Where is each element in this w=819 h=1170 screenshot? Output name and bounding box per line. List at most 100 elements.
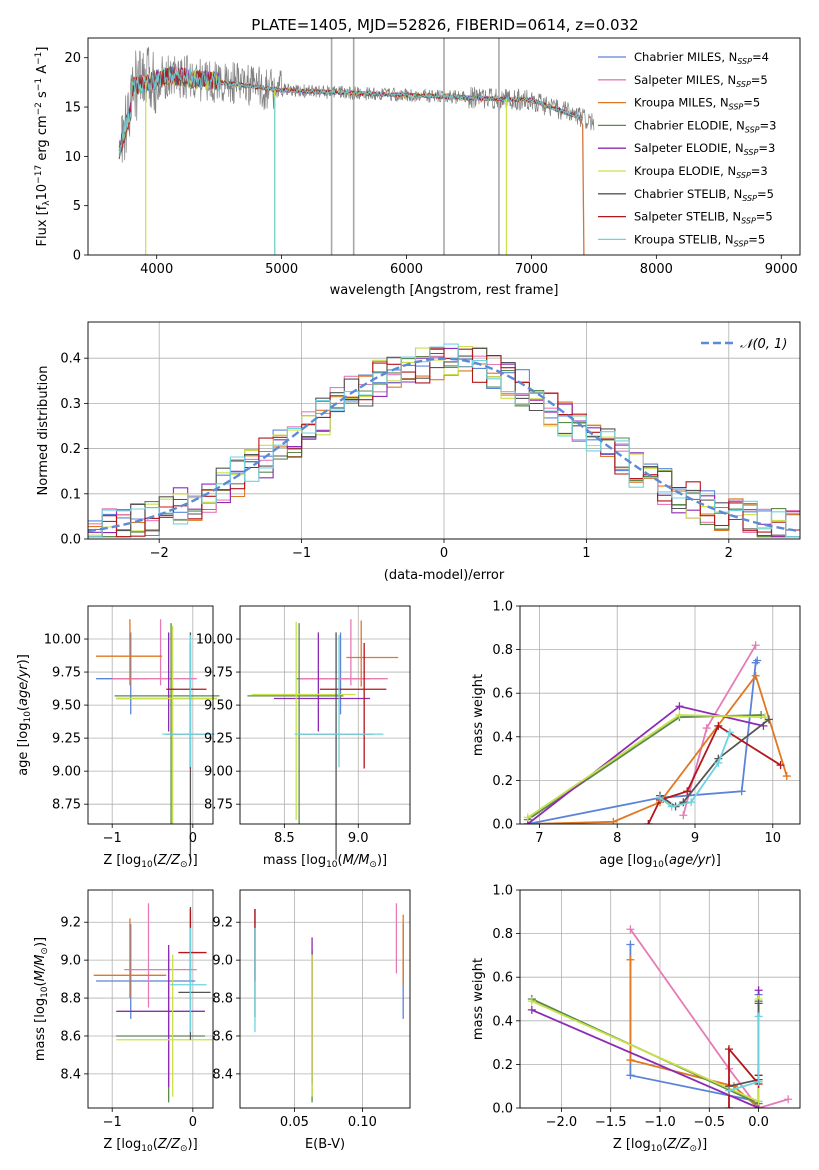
series-chabrier_elodie — [523, 711, 766, 824]
spectrum-ylabel-part: erg cm — [35, 115, 50, 164]
point-chabrier_stelib — [299, 632, 374, 860]
series-marker — [754, 986, 763, 995]
y-tick-label: 15 — [64, 101, 81, 116]
series-marker — [626, 940, 635, 949]
series-salpeter_stelib — [644, 721, 785, 824]
age-vs-z-xlabel-part: Z [log — [103, 853, 141, 868]
series-marker — [754, 1097, 763, 1106]
y-tick-label: 8.8 — [60, 992, 81, 1007]
histogram-plot-area — [88, 343, 800, 538]
legend-label-salpeter_elodie-part: SSP — [744, 148, 759, 157]
axes-frame — [87, 37, 801, 256]
legend-label-chabrier_stelib-part: Chabrier STELIB, N — [634, 187, 742, 201]
legend-label-kroupa_stelib: Kroupa STELIB, NSSP=5 — [634, 232, 765, 248]
x-tick-label: −2.0 — [546, 1115, 578, 1130]
age-vs-z-xlabel-part: 10 — [141, 860, 153, 870]
series-chabrier_stelib — [725, 999, 763, 1091]
x-tick-label: −1.0 — [644, 1115, 676, 1130]
series-line — [629, 944, 760, 1103]
y-tick-label: 9.2 — [212, 916, 233, 931]
series-marker — [737, 787, 746, 796]
x-tick-label: 0.0 — [748, 1115, 769, 1130]
mass-weight-vs-age-xlabel: age [log10(age/yr)] — [599, 853, 721, 870]
x-tick-label: 9 — [691, 831, 699, 846]
y-tick-label: 0.0 — [492, 818, 513, 833]
x-tick-label: 8 — [613, 831, 621, 846]
mass_vs_Z-panel: −1 08.48.68.89.09.2Z [log10(Z/Z⊙)]mass [l… — [33, 889, 214, 1154]
mass-weight-vs-z-xlabel-part: Z [log — [613, 1137, 651, 1152]
spectrum-xlabel: wavelength [Angstrom, rest frame] — [330, 283, 559, 298]
series-marker — [667, 802, 676, 811]
spectrum-model-cutoff — [578, 118, 585, 255]
spectrum-ylabel-part: A — [35, 65, 50, 78]
age-vs-z-xlabel: Z [log10(Z/Z⊙)] — [103, 853, 197, 870]
x-tick-label: 8.5 — [274, 831, 295, 846]
x-tick-label: 0.10 — [348, 1115, 377, 1130]
point-chabrier_miles — [96, 924, 196, 1019]
mass-vs-z-ylabel: mass [log10(M/M⊙)] — [33, 937, 50, 1061]
mass-vs-z-xlabel: Z [log10(Z/Z⊙)] — [103, 1137, 197, 1154]
legend-label-chabrier_miles-part: SSP — [737, 57, 752, 66]
y-tick-label: 9.75 — [52, 666, 81, 681]
series-line — [531, 990, 760, 1108]
age-vs-z-xlabel-part: Z/Z — [157, 853, 181, 868]
histogram-ylabel: Normed distribution — [36, 366, 51, 496]
point-kroupa_elodie — [116, 954, 213, 1097]
x-tick-label: 0 — [189, 831, 197, 846]
spectrum-ylabel-part: Flux [f — [35, 205, 50, 246]
x-tick-label: 7 — [535, 831, 543, 846]
series-marker — [753, 656, 762, 665]
x-tick-label: −1 — [103, 1115, 122, 1130]
y-tick-label: 0.8 — [492, 927, 513, 942]
mass-vs-z-ylabel-part: mass [log — [33, 998, 48, 1061]
point-chabrier_miles — [96, 632, 147, 715]
y-tick-label: 9.25 — [52, 732, 81, 747]
x-tick-label: 9000 — [765, 262, 798, 277]
spectrum-ylabel-part: −1 — [34, 78, 44, 91]
histogram-legend-label: 𝒩(0, 1) — [740, 337, 787, 352]
mass_weight_vs_age-panel: 7 8 9 10 0.0 0.2 0.4 0.6 0.8 1.0 mass weight age [l… — [471, 600, 801, 870]
point-chabrier_elodie — [114, 623, 220, 824]
series-marker — [714, 721, 723, 730]
series-marker — [626, 955, 635, 964]
legend-label-salpeter_stelib-part: =5 — [756, 210, 773, 224]
series-salpeter_miles — [679, 641, 760, 820]
legend-label-salpeter_miles-part: =5 — [751, 73, 768, 87]
series-marker — [626, 1071, 635, 1080]
mass_weight_vs_age-plot-area — [523, 641, 791, 824]
x-tick-label: 9.0 — [348, 831, 369, 846]
y-tick-label: 9.25 — [204, 732, 233, 747]
mass-weight-vs-age-xlabel-part: age/yr — [669, 853, 712, 868]
y-tick-label: 0.0 — [492, 1102, 513, 1117]
mass-vs-z-xlabel-part: ( — [153, 1137, 158, 1152]
mass-vs-z-ylabel-part: 10 — [40, 986, 50, 998]
panels-layer: 4000 5000 6000 7000 8000 900005101520waveleng… — [16, 37, 801, 1154]
x-tick-label: −2 — [150, 546, 169, 561]
series-marker — [527, 1005, 536, 1014]
age-vs-mass-xlabel-part: 10 — [326, 860, 338, 870]
legend-label-kroupa_miles-part: SSP — [729, 103, 744, 112]
series-kroupa_elodie — [523, 711, 769, 822]
y-tick-label: 8.75 — [204, 798, 233, 813]
series-marker — [782, 772, 791, 781]
y-tick-label: 0.2 — [492, 774, 513, 789]
normal-curve — [88, 357, 800, 533]
age-vs-z-xlabel-part: )] — [188, 853, 198, 868]
point-salpeter_miles — [124, 903, 197, 1008]
mass-vs-z-xlabel-part: Z/Z — [157, 1137, 181, 1152]
point-kroupa_stelib — [162, 635, 215, 768]
y-tick-label: 1.0 — [492, 884, 513, 899]
legend-label-kroupa_miles-part: Kroupa MILES, N — [634, 96, 729, 110]
mass-vs-z-xlabel-part: Z [log — [103, 1137, 141, 1152]
legend-label-chabrier_elodie-part: SSP — [745, 125, 760, 134]
mass-weight-vs-z-xlabel-part: ( — [662, 1137, 667, 1152]
x-tick-label: 5000 — [265, 262, 298, 277]
legend-label-chabrier_stelib-part: =5 — [757, 187, 774, 201]
axes-frame — [239, 889, 411, 1109]
mass-weight-vs-age-xlabel-part: 10 — [652, 860, 664, 870]
x-tick-label: 6000 — [390, 262, 423, 277]
legend-label-chabrier_stelib: Chabrier STELIB, NSSP=5 — [634, 187, 774, 203]
y-tick-label: 9.00 — [204, 765, 233, 780]
legend-label-salpeter_miles-part: SSP — [736, 80, 751, 89]
